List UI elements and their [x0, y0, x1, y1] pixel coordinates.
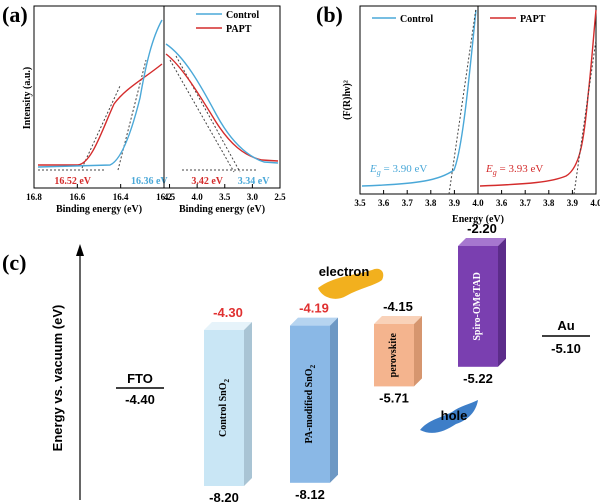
- panel-b-ylabel: (F(R)hν)²: [342, 80, 353, 120]
- b-right-tick-label-4: 3.9: [567, 198, 579, 208]
- legend-a-control: Control: [226, 10, 259, 21]
- c-au-name: Au: [557, 318, 574, 333]
- c-fto-name: FTO: [127, 371, 153, 386]
- b-control-tangent: [448, 7, 477, 195]
- c-block-1-front: [290, 325, 330, 483]
- c-block-2-top: [374, 316, 422, 324]
- c-block-2-side: [414, 316, 422, 387]
- b-right-tick-label-2: 3.7: [520, 198, 532, 208]
- a-right-red-tangent: [169, 59, 235, 173]
- a-left-control-curve: [37, 19, 163, 168]
- a-left-tick-label-2: 16.4: [113, 192, 129, 202]
- b-right-tick-label-1: 3.6: [496, 198, 508, 208]
- panel-b-right-frame: [477, 5, 597, 195]
- legend-b-control: Control: [400, 14, 433, 25]
- panel-a-right-xlabel: Binding energy (eV): [179, 204, 265, 215]
- c-block-1-side: [330, 317, 338, 483]
- c-block-3-front: [458, 246, 498, 367]
- c-energy-axis-arrow: [76, 244, 84, 256]
- b-left-tick-label-2: 3.7: [402, 198, 414, 208]
- b-control-curve: [361, 9, 477, 187]
- c-block-3-name: Spiro-OMeTAD: [472, 272, 483, 341]
- c-block-2-vbm: -5.71: [379, 390, 409, 405]
- c-block-0-front: [204, 330, 244, 486]
- a-right-annotation-control: 3.34 eV: [238, 176, 270, 187]
- a-left-tick-label-1: 16.6: [69, 192, 85, 202]
- b-left-tick-label-3: 3.8: [425, 198, 437, 208]
- a-right-papt-curve: [165, 53, 279, 162]
- c-block-3-vbm: -5.22: [463, 371, 493, 386]
- c-fto-value: -4.40: [125, 392, 155, 407]
- c-block-2-front: [374, 324, 414, 387]
- b-control-eg: Eg = 3.90 eV: [369, 163, 427, 177]
- a-left-tick-label-0: 16.8: [26, 192, 42, 202]
- panel-c-label: (c): [2, 250, 26, 275]
- c-block-1-name: PA-modified SnO2: [304, 364, 316, 443]
- a-right-tick-label-3: 3.0: [247, 192, 259, 202]
- a-left-red-tangent: [81, 85, 121, 169]
- b-papt-tangent: [573, 39, 597, 195]
- panel-a-ylabel: Intensity (a.u.): [22, 67, 33, 130]
- c-block-0-side: [244, 322, 252, 486]
- b-papt-curve: [479, 9, 597, 187]
- panel-c-ylabel: Energy vs. vacuum (eV): [50, 305, 65, 452]
- a-left-tick-label-3: 16.2: [156, 192, 172, 202]
- c-block-2-cbm: -4.15: [383, 299, 413, 314]
- c-block-3: Spiro-OMeTAD -2.20 -5.22: [458, 221, 506, 386]
- c-block-0-name: Control SnO2: [218, 378, 230, 437]
- a-right-tick-label-2: 3.5: [219, 192, 231, 202]
- panel-b-label: (b): [316, 2, 343, 27]
- a-right-annotation-papt: 3.42 eV: [191, 176, 223, 187]
- c-block-0-cbm: -4.30: [213, 305, 243, 320]
- panel-a-left-xlabel: Binding energy (eV): [56, 204, 142, 215]
- a-left-annotation-papt: 16.52 eV: [54, 176, 91, 187]
- c-block-1-vbm: -8.12: [295, 487, 325, 502]
- panel-a-label: (a): [2, 2, 28, 27]
- c-block-3-top: [458, 238, 506, 246]
- b-left-tick-label-4: 3.9: [449, 198, 461, 208]
- c-block-0: Control SnO2 -4.30 -8.20: [204, 305, 252, 504]
- a-right-tick-label-4: 2.5: [274, 192, 286, 202]
- a-right-control-curve: [165, 43, 279, 164]
- a-right-tick-label-1: 4.0: [192, 192, 204, 202]
- b-papt-eg: Eg = 3.93 eV: [485, 163, 543, 177]
- b-left-tick-label-5: 4.0: [472, 198, 484, 208]
- panel-a-left-frame: [33, 5, 165, 189]
- c-hole-label: hole: [441, 408, 468, 423]
- c-block-3-side: [498, 238, 506, 367]
- c-block-2: perovskite -4.15 -5.71: [374, 299, 422, 405]
- panel-a-legend: Control PAPT: [196, 10, 259, 35]
- b-right-tick-label-5: 4.0: [590, 198, 600, 208]
- c-block-1: PA-modified SnO2 -4.19 -8.12: [290, 301, 338, 502]
- panel-a-right-frame: [163, 5, 281, 189]
- c-electron-arrow-icon: [318, 268, 384, 299]
- c-hole-arrow-icon: [420, 400, 478, 433]
- c-block-3-cbm: -2.20: [467, 221, 497, 236]
- b-left-tick-label-0: 3.5: [354, 198, 366, 208]
- a-right-tick-label-0: 4.5: [164, 192, 176, 202]
- c-electron-label: electron: [319, 264, 370, 279]
- b-left-tick-label-1: 3.6: [378, 198, 390, 208]
- legend-a-papt: PAPT: [226, 24, 252, 35]
- c-block-0-vbm: -8.20: [209, 490, 239, 504]
- a-left-blue-tangent: [117, 59, 147, 171]
- c-block-0-top: [204, 322, 252, 330]
- a-left-annotation-control: 16.36 eV: [131, 176, 168, 187]
- legend-b-papt: PAPT: [520, 14, 546, 25]
- b-right-tick-label-3: 3.8: [543, 198, 555, 208]
- c-block-1-top: [290, 317, 338, 326]
- c-au-value: -5.10: [551, 341, 581, 356]
- c-block-1-cbm: -4.19: [299, 301, 329, 316]
- a-right-blue-tangent: [175, 55, 241, 173]
- panel-b-xlabel: Energy (eV): [452, 214, 504, 225]
- c-block-2-name: perovskite: [388, 333, 399, 378]
